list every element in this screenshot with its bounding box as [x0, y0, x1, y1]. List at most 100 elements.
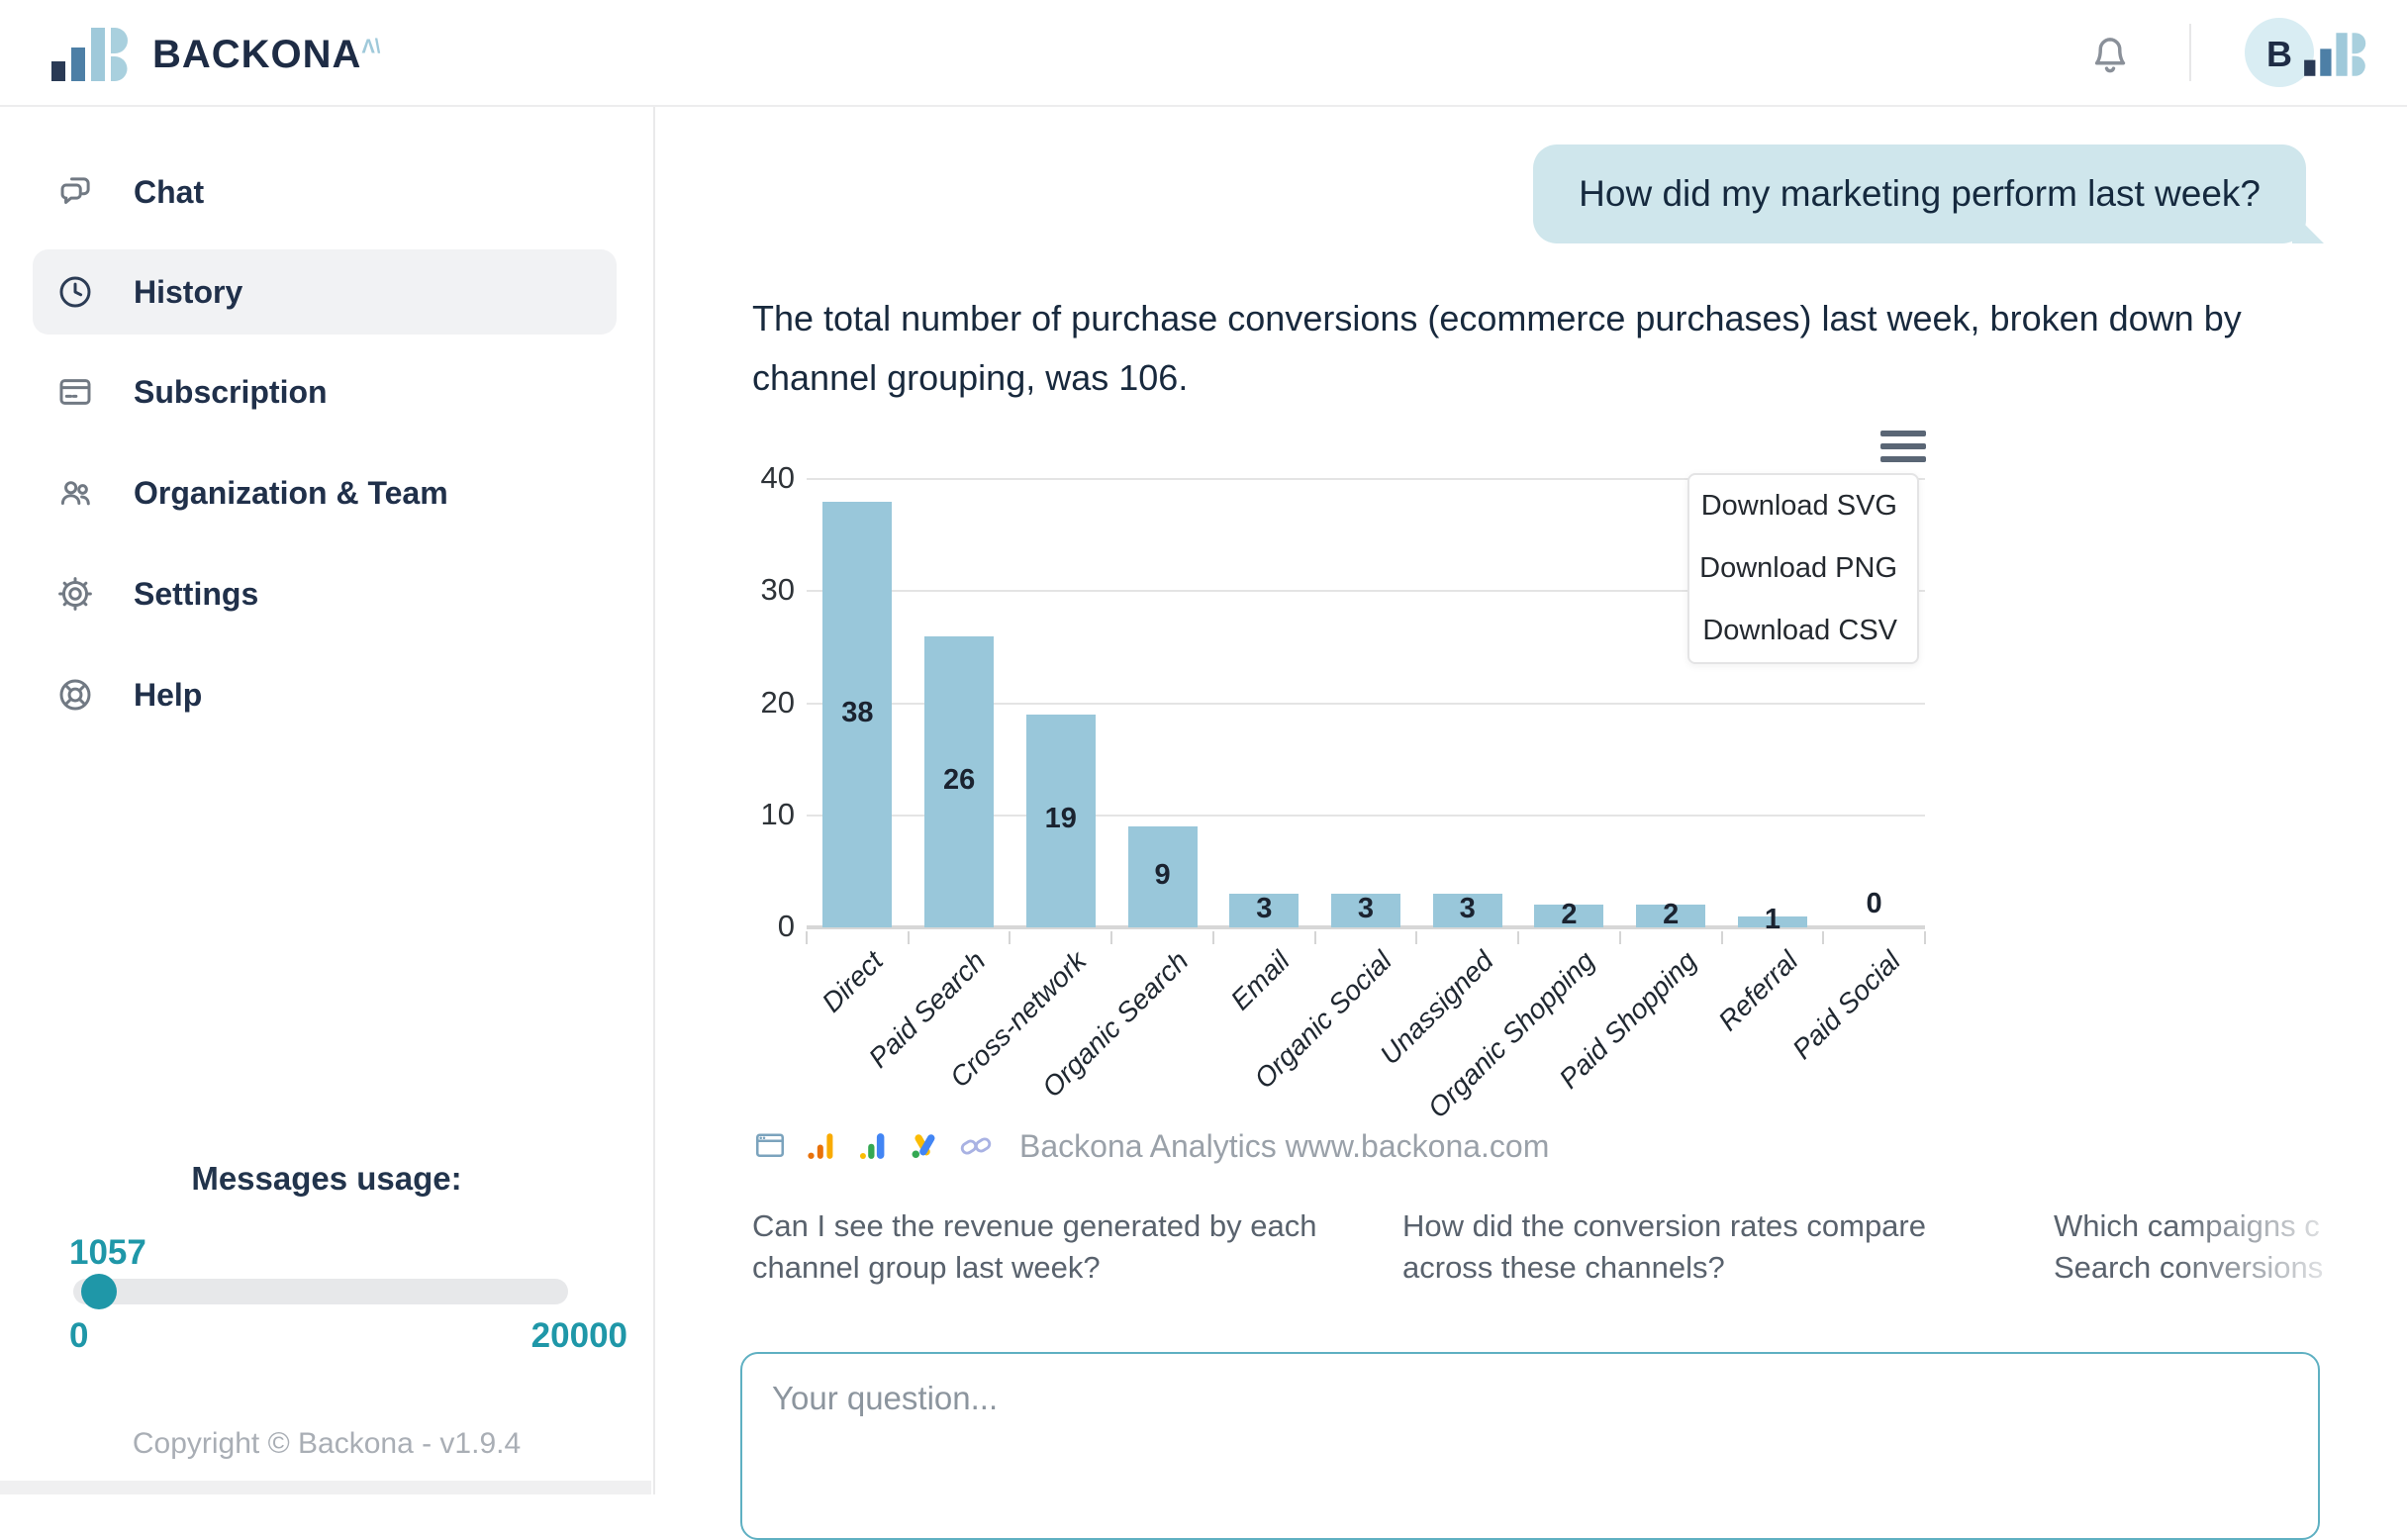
suggestion-2-line2: across these channels? — [1402, 1250, 1725, 1285]
x-axis-line — [807, 925, 1925, 929]
sidebar-item-subscription[interactable]: Subscription — [33, 356, 617, 428]
gridline — [807, 478, 1925, 480]
messages-usage-value: 1057 — [69, 1233, 146, 1272]
x-axis-category-label: Direct — [816, 945, 890, 1018]
header-divider — [2189, 24, 2191, 81]
sidebar: Chat History Subscription Organization &… — [0, 107, 655, 1494]
x-axis-tick — [1720, 931, 1723, 944]
usage-slider-thumb[interactable] — [81, 1274, 118, 1309]
y-axis-tick-label: 40 — [760, 460, 795, 495]
bar-Email — [1229, 894, 1300, 927]
bar-Paid Shopping — [1636, 905, 1706, 927]
credit-card-icon — [59, 379, 91, 405]
x-axis-category-label: Paid Social — [1785, 945, 1906, 1065]
sidebar-label-organization: Organization & Team — [134, 474, 448, 511]
sidebar-bottom-strip — [0, 1481, 651, 1494]
bar-Organic Search — [1127, 826, 1198, 927]
x-axis-tick — [907, 931, 910, 944]
user-message-text: How did my marketing perform last week? — [1579, 173, 2261, 214]
bubble-tail — [2292, 212, 2324, 243]
bar-Organic Social — [1331, 894, 1400, 927]
chart-plot-area: 0 10 20 30 40 38 Direct 26 Paid Search 19 Cross-ne… — [761, 460, 1926, 1123]
header: BACKONAΛ\ B — [0, 0, 2407, 107]
users-icon — [60, 481, 90, 506]
usage-max-label: 20000 — [530, 1316, 627, 1355]
x-axis-tick — [1211, 931, 1214, 944]
gridline — [807, 590, 1925, 593]
x-axis-tick — [1924, 931, 1926, 944]
sidebar-label-chat: Chat — [134, 173, 205, 210]
user-message-bubble: How did my marketing perform last week? — [1533, 144, 2324, 243]
sidebar-label-settings: Settings — [134, 575, 259, 612]
question-input[interactable] — [740, 1352, 2320, 1540]
y-axis-tick-label: 30 — [760, 572, 795, 608]
x-axis-tick — [1415, 931, 1418, 944]
y-axis-tick-label: 10 — [760, 796, 795, 831]
bar-Cross-network — [1025, 714, 1096, 927]
download-csv-item[interactable]: Download CSV — [1702, 615, 1897, 646]
lifebuoy-icon — [59, 679, 91, 711]
suggestion-3-line2: Search conversions — [2054, 1250, 2324, 1285]
notification-bell-icon[interactable] — [2084, 26, 2136, 81]
suggestion-1-line2: channel group last week? — [752, 1250, 1101, 1285]
y-axis-tick-label: 20 — [760, 684, 795, 720]
bar-value-label: 3 — [1459, 893, 1476, 924]
google-analytics-icon — [808, 1133, 833, 1159]
suggestion-3[interactable]: Which campaigns c Search conversions — [2054, 1205, 2407, 1289]
download-png-item[interactable]: Download PNG — [1699, 552, 1897, 584]
user-avatar[interactable]: B — [2245, 18, 2377, 89]
sidebar-item-settings[interactable]: Settings — [33, 558, 617, 629]
bar-Organic Shopping — [1534, 905, 1604, 927]
bar-chart: Download SVG Download PNG Download CSV 0… — [752, 426, 1930, 1123]
brand-ai-superscript: Λ\ — [361, 36, 381, 58]
bar-Referral — [1737, 915, 1807, 927]
messages-usage-title: Messages usage: — [191, 1160, 462, 1197]
bar-value-label: 19 — [1044, 803, 1077, 835]
clock-icon — [59, 276, 91, 308]
usage-slider[interactable] — [73, 1274, 568, 1309]
x-axis-tick — [1110, 931, 1113, 944]
bar-value-label: 2 — [1561, 898, 1578, 930]
chart-attribution-row: Backona Analytics www.backona.com — [752, 1124, 1549, 1168]
sidebar-item-chat[interactable]: Chat — [33, 156, 617, 228]
sidebar-label-history: History — [134, 273, 243, 310]
suggestion-3-line1: Which campaigns c — [2054, 1208, 2320, 1243]
x-axis-tick — [806, 931, 808, 944]
copyright-text: Copyright © Backona - v1.9.4 — [132, 1427, 522, 1460]
sidebar-item-help[interactable]: Help — [33, 659, 617, 730]
gridline — [807, 702, 1925, 705]
download-svg-item[interactable]: Download SVG — [1700, 490, 1897, 522]
avatar-logo-icon — [2304, 33, 2366, 76]
bar-value-label: 1 — [1764, 904, 1781, 936]
x-axis-tick — [1618, 931, 1621, 944]
suggested-questions: Can I see the revenue generated by each … — [752, 1205, 2407, 1314]
suggestion-1-line1: Can I see the revenue generated by each — [752, 1208, 1317, 1243]
brand-logo[interactable]: BACKONAΛ\ — [51, 24, 380, 85]
usage-min-label: 0 — [69, 1316, 89, 1355]
bar-Paid Search — [924, 635, 995, 927]
avatar-circle — [2245, 18, 2314, 87]
sidebar-item-organization[interactable]: Organization & Team — [33, 457, 617, 529]
gridline — [807, 814, 1925, 817]
bar-value-label: 38 — [841, 696, 874, 728]
x-axis-tick — [1822, 931, 1825, 944]
sidebar-label-help: Help — [134, 676, 203, 713]
chart-attribution-text: Backona Analytics www.backona.com — [1019, 1127, 1550, 1164]
suggestion-2-line1: How did the conversion rates compare — [1402, 1208, 1926, 1243]
bar-value-label: 0 — [1866, 888, 1882, 919]
chat-bubbles-icon — [60, 177, 90, 204]
x-axis-tick — [1009, 931, 1011, 944]
suggestion-2[interactable]: How did the conversion rates compare acr… — [1402, 1205, 1967, 1289]
chart-menu-icon[interactable] — [1880, 431, 1926, 464]
sidebar-label-subscription: Subscription — [134, 373, 328, 410]
google-analytics-4-icon — [859, 1133, 885, 1160]
brand-name: BACKONAΛ\ — [152, 32, 381, 76]
y-axis-tick-label: 0 — [777, 909, 795, 943]
sidebar-item-history[interactable]: History — [33, 249, 617, 335]
chart-download-menu: Download SVG Download PNG Download CSV — [1687, 473, 1919, 664]
x-axis-tick — [1313, 931, 1316, 944]
link-icon — [960, 1137, 992, 1155]
suggestion-1[interactable]: Can I see the revenue generated by each … — [752, 1205, 1336, 1289]
brand-logo-icon — [51, 28, 128, 81]
